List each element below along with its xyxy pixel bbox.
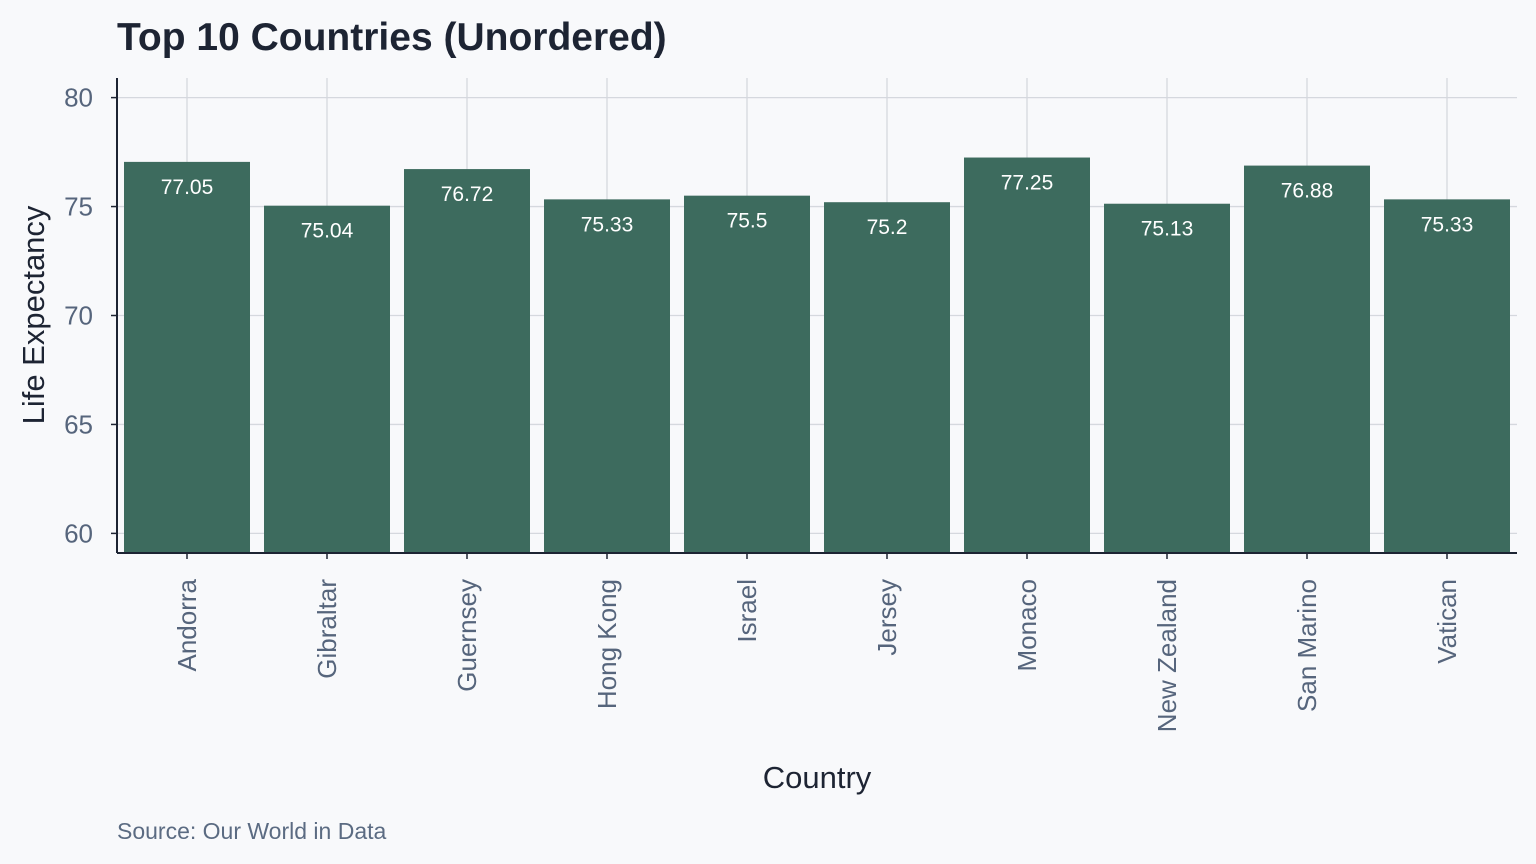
data-label: 76.72 [441,183,494,206]
x-tick-label: Israel [732,579,762,643]
data-label: 75.04 [301,220,354,243]
data-label: 75.33 [1421,213,1474,236]
x-tick-label: Jersey [872,579,902,656]
x-tick-label: Gibraltar [312,579,342,679]
y-tick-label: 70 [64,301,93,331]
y-tick-label: 75 [64,192,93,222]
x-tick-label: San Marino [1292,579,1322,712]
bar [1104,203,1230,553]
x-tick-label: New Zealand [1152,579,1182,732]
bar [264,205,390,554]
bar [684,195,810,553]
data-label: 77.25 [1001,172,1054,195]
data-label: 75.2 [867,216,908,239]
data-label: 75.5 [727,210,768,233]
y-tick-label: 80 [64,83,93,113]
bar [964,157,1090,553]
bar [544,199,670,553]
x-tick-label: Guernsey [452,579,482,692]
data-label: 75.13 [1141,218,1194,241]
y-tick-label: 65 [64,409,93,439]
bar [1384,199,1510,553]
x-tick-label: Vatican [1432,579,1462,664]
x-tick-label: Hong Kong [592,579,622,709]
axes [111,78,1517,559]
data-label: 76.88 [1281,180,1334,203]
data-label: 75.33 [581,213,634,236]
x-tick-label: Monaco [1012,579,1042,672]
chart-caption: Source: Our World in Data [117,818,387,844]
y-tick-label: 60 [64,518,93,548]
chart-title: Top 10 Countries (Unordered) [117,16,667,59]
bar [1244,165,1370,553]
data-label: 77.05 [161,176,214,199]
x-tick-label: Andorra [172,578,202,671]
x-axis-title: Country [763,760,872,795]
bar [824,202,950,553]
bar [404,169,530,553]
bar [124,161,250,553]
labels: 60 65 70 75 80 77.05 Andorra 75.04 Gibraltar 76.7… [64,83,1473,733]
bars [124,157,1510,554]
y-axis-title: Life Expectancy [16,205,51,424]
